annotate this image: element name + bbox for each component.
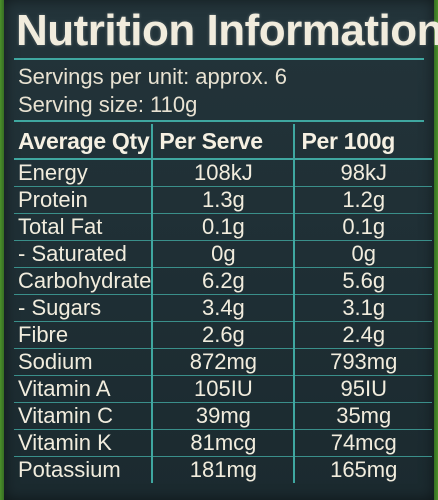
servings-per-unit: Servings per unit: approx. 6 bbox=[18, 64, 288, 89]
per-100g-value: 2.4g bbox=[293, 321, 432, 349]
table-row: Sodium 872mg 793mg bbox=[14, 348, 432, 376]
column-header-per-serve: Per Serve bbox=[151, 124, 295, 159]
per-100g-value: 793mg bbox=[293, 348, 432, 376]
per-serve-value: 872mg bbox=[151, 348, 295, 376]
table-row: Vitamin A 105IU 95IU bbox=[14, 375, 432, 403]
per-100g-value: 1.2g bbox=[293, 186, 432, 214]
nutrient-name: Sodium bbox=[18, 349, 93, 374]
per-serve-value: 108kJ bbox=[151, 159, 295, 187]
right-packaging-edge bbox=[432, 0, 438, 500]
per-serve-value: 2.6g bbox=[151, 321, 295, 349]
per-serve-value: 0g bbox=[151, 240, 295, 268]
per-serve-value: 81mcg bbox=[151, 429, 295, 457]
table-row: - Saturated 0g 0g bbox=[14, 240, 432, 268]
per-100g-value: 0g bbox=[293, 240, 432, 268]
table-row: - Sugars 3.4g 3.1g bbox=[14, 294, 432, 322]
per-serve-value: 39mg bbox=[151, 402, 295, 430]
left-packaging-edge bbox=[0, 0, 6, 500]
nutrient-name: Energy bbox=[18, 160, 88, 185]
table-row: Fibre 2.6g 2.4g bbox=[14, 321, 432, 349]
per-serve-value: 3.4g bbox=[151, 294, 295, 322]
nutrient-name: Protein bbox=[18, 187, 88, 212]
per-serve-value: 181mg bbox=[151, 456, 295, 483]
nutrition-table: Average Qty Per Serve Per 100g Energy 10… bbox=[14, 124, 432, 483]
table-row: Vitamin K 81mcg 74mcg bbox=[14, 429, 432, 457]
table-row: Vitamin C 39mg 35mg bbox=[14, 402, 432, 430]
nutrient-name: Fibre bbox=[18, 322, 69, 347]
nutrient-name: Carbohydrate bbox=[18, 268, 152, 293]
per-serve-value: 1.3g bbox=[151, 186, 295, 214]
per-100g-value: 0.1g bbox=[293, 213, 432, 241]
serving-size: Serving size: 110g bbox=[18, 92, 198, 117]
table-row: Potassium 181mg 165mg bbox=[14, 456, 432, 483]
per-serve-value: 6.2g bbox=[151, 267, 295, 295]
per-100g-value: 35mg bbox=[293, 402, 432, 430]
column-header-per-100g: Per 100g bbox=[293, 124, 432, 159]
per-serve-value: 0.1g bbox=[151, 213, 295, 241]
per-100g-value: 74mcg bbox=[293, 429, 432, 457]
table-row: Energy 108kJ 98kJ bbox=[14, 159, 432, 187]
nutrient-name: Vitamin K bbox=[18, 430, 112, 455]
header-divider bbox=[14, 120, 424, 122]
per-serve-value: 105IU bbox=[151, 375, 295, 403]
nutrient-name: - Sugars bbox=[18, 295, 102, 320]
nutrient-name: - Saturated bbox=[18, 241, 127, 266]
per-100g-value: 5.6g bbox=[293, 267, 432, 295]
nutrition-panel: Nutrition Information Servings per unit:… bbox=[4, 0, 438, 500]
per-100g-value: 3.1g bbox=[293, 294, 432, 322]
nutrient-name: Vitamin C bbox=[18, 403, 113, 428]
column-header-average-qty: Average Qty bbox=[18, 127, 150, 154]
panel-title: Nutrition Information bbox=[16, 6, 438, 55]
nutrient-name: Total Fat bbox=[18, 214, 103, 239]
table-row: Protein 1.3g 1.2g bbox=[14, 186, 432, 214]
table-row: Total Fat 0.1g 0.1g bbox=[14, 213, 432, 241]
title-divider bbox=[14, 58, 424, 60]
table-header-row: Average Qty Per Serve Per 100g bbox=[14, 124, 432, 159]
per-100g-value: 98kJ bbox=[293, 159, 432, 187]
table-row: Carbohydrate 6.2g 5.6g bbox=[14, 267, 432, 295]
nutrient-name: Vitamin A bbox=[18, 376, 111, 401]
per-100g-value: 165mg bbox=[293, 456, 432, 483]
nutrient-name: Potassium bbox=[18, 457, 121, 482]
per-100g-value: 95IU bbox=[293, 375, 432, 403]
